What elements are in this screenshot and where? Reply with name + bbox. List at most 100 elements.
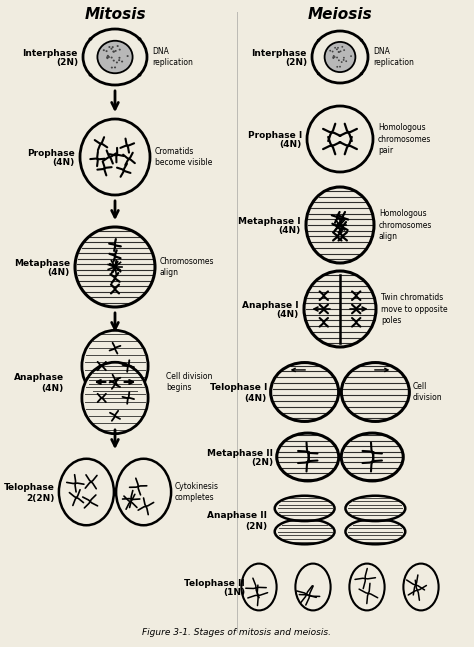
Ellipse shape xyxy=(113,60,115,61)
Ellipse shape xyxy=(343,59,345,61)
Ellipse shape xyxy=(345,60,347,62)
Ellipse shape xyxy=(113,50,115,52)
Text: (4N): (4N) xyxy=(42,384,64,393)
Text: Metaphase I: Metaphase I xyxy=(238,217,301,226)
Ellipse shape xyxy=(332,50,334,52)
Ellipse shape xyxy=(334,47,336,49)
Ellipse shape xyxy=(325,42,356,72)
Ellipse shape xyxy=(295,564,330,610)
Text: Telophase I: Telophase I xyxy=(210,384,267,393)
Text: (4N): (4N) xyxy=(245,393,267,402)
Text: Prophase: Prophase xyxy=(27,149,75,157)
Ellipse shape xyxy=(350,55,352,57)
Ellipse shape xyxy=(82,331,148,402)
Ellipse shape xyxy=(112,46,114,48)
Text: (4N): (4N) xyxy=(53,159,75,168)
Ellipse shape xyxy=(115,50,117,52)
Ellipse shape xyxy=(116,61,118,63)
Text: Meiosis: Meiosis xyxy=(308,7,373,22)
Ellipse shape xyxy=(341,433,403,481)
Ellipse shape xyxy=(116,459,171,525)
Ellipse shape xyxy=(349,564,384,610)
Text: (2N): (2N) xyxy=(251,459,273,468)
Ellipse shape xyxy=(339,50,341,52)
Ellipse shape xyxy=(306,187,374,263)
Ellipse shape xyxy=(80,119,150,195)
Text: (4N): (4N) xyxy=(279,226,301,236)
Ellipse shape xyxy=(333,55,335,57)
Text: Anaphase: Anaphase xyxy=(14,373,64,382)
Ellipse shape xyxy=(59,459,114,525)
Text: Twin chromatids
move to opposite
poles: Twin chromatids move to opposite poles xyxy=(381,293,447,325)
Text: Telophase: Telophase xyxy=(4,483,55,492)
Text: Homologous
chromosomes
align: Homologous chromosomes align xyxy=(379,210,432,241)
Ellipse shape xyxy=(337,66,338,68)
Text: Metaphase II: Metaphase II xyxy=(207,448,273,457)
Ellipse shape xyxy=(137,38,141,41)
Text: Cromatids
become visible: Cromatids become visible xyxy=(155,147,212,167)
Text: Interphase: Interphase xyxy=(23,49,78,58)
Ellipse shape xyxy=(275,496,335,521)
Text: Cytokinesis
completes: Cytokinesis completes xyxy=(175,482,219,502)
Ellipse shape xyxy=(317,39,320,42)
Text: (2N): (2N) xyxy=(245,521,267,531)
Text: Mitosis: Mitosis xyxy=(84,7,146,22)
Text: Cell division
begins: Cell division begins xyxy=(166,372,212,392)
Ellipse shape xyxy=(97,41,133,73)
Ellipse shape xyxy=(114,67,116,69)
Ellipse shape xyxy=(137,73,141,77)
Ellipse shape xyxy=(83,29,147,85)
Text: (4N): (4N) xyxy=(48,269,70,278)
Text: (4N): (4N) xyxy=(277,311,299,320)
Text: DNA
replication: DNA replication xyxy=(373,47,414,67)
Text: Figure 3-1. Stages of mitosis and meiosis.: Figure 3-1. Stages of mitosis and meiosi… xyxy=(143,628,331,637)
Ellipse shape xyxy=(336,49,338,50)
Ellipse shape xyxy=(341,61,343,63)
Text: (4N): (4N) xyxy=(280,140,302,149)
Text: (2N): (2N) xyxy=(56,58,78,67)
Ellipse shape xyxy=(89,38,92,41)
Ellipse shape xyxy=(103,49,105,51)
Ellipse shape xyxy=(337,47,339,49)
Ellipse shape xyxy=(403,564,438,610)
Ellipse shape xyxy=(336,56,338,58)
Ellipse shape xyxy=(118,57,120,59)
Ellipse shape xyxy=(341,362,410,421)
Ellipse shape xyxy=(110,48,112,50)
Ellipse shape xyxy=(75,227,155,307)
Ellipse shape xyxy=(360,72,363,75)
Text: Telophase II: Telophase II xyxy=(184,578,245,587)
Ellipse shape xyxy=(127,55,128,57)
Ellipse shape xyxy=(106,56,108,58)
Text: Anaphase I: Anaphase I xyxy=(242,300,299,309)
Ellipse shape xyxy=(317,72,320,75)
Ellipse shape xyxy=(106,57,109,59)
Text: Metaphase: Metaphase xyxy=(14,259,70,267)
Ellipse shape xyxy=(241,564,277,610)
Ellipse shape xyxy=(346,496,405,521)
Ellipse shape xyxy=(307,106,373,172)
Ellipse shape xyxy=(106,50,108,52)
Text: 2(2N): 2(2N) xyxy=(27,494,55,503)
Ellipse shape xyxy=(312,31,368,83)
Ellipse shape xyxy=(121,61,123,63)
Text: Chromosomes
align: Chromosomes align xyxy=(160,257,215,277)
Ellipse shape xyxy=(339,66,341,67)
Ellipse shape xyxy=(109,46,110,48)
Ellipse shape xyxy=(332,57,334,59)
Ellipse shape xyxy=(110,56,113,58)
Text: Prophase I: Prophase I xyxy=(248,131,302,140)
Ellipse shape xyxy=(337,51,339,53)
Ellipse shape xyxy=(341,46,343,48)
Ellipse shape xyxy=(82,362,148,433)
Text: DNA
replication: DNA replication xyxy=(152,47,193,67)
Ellipse shape xyxy=(118,59,120,61)
Text: (2N): (2N) xyxy=(285,58,307,67)
Ellipse shape xyxy=(275,519,335,544)
Ellipse shape xyxy=(334,56,336,58)
Ellipse shape xyxy=(118,49,121,50)
Ellipse shape xyxy=(277,433,339,481)
Ellipse shape xyxy=(108,56,110,58)
Ellipse shape xyxy=(329,50,331,52)
Ellipse shape xyxy=(332,56,334,58)
